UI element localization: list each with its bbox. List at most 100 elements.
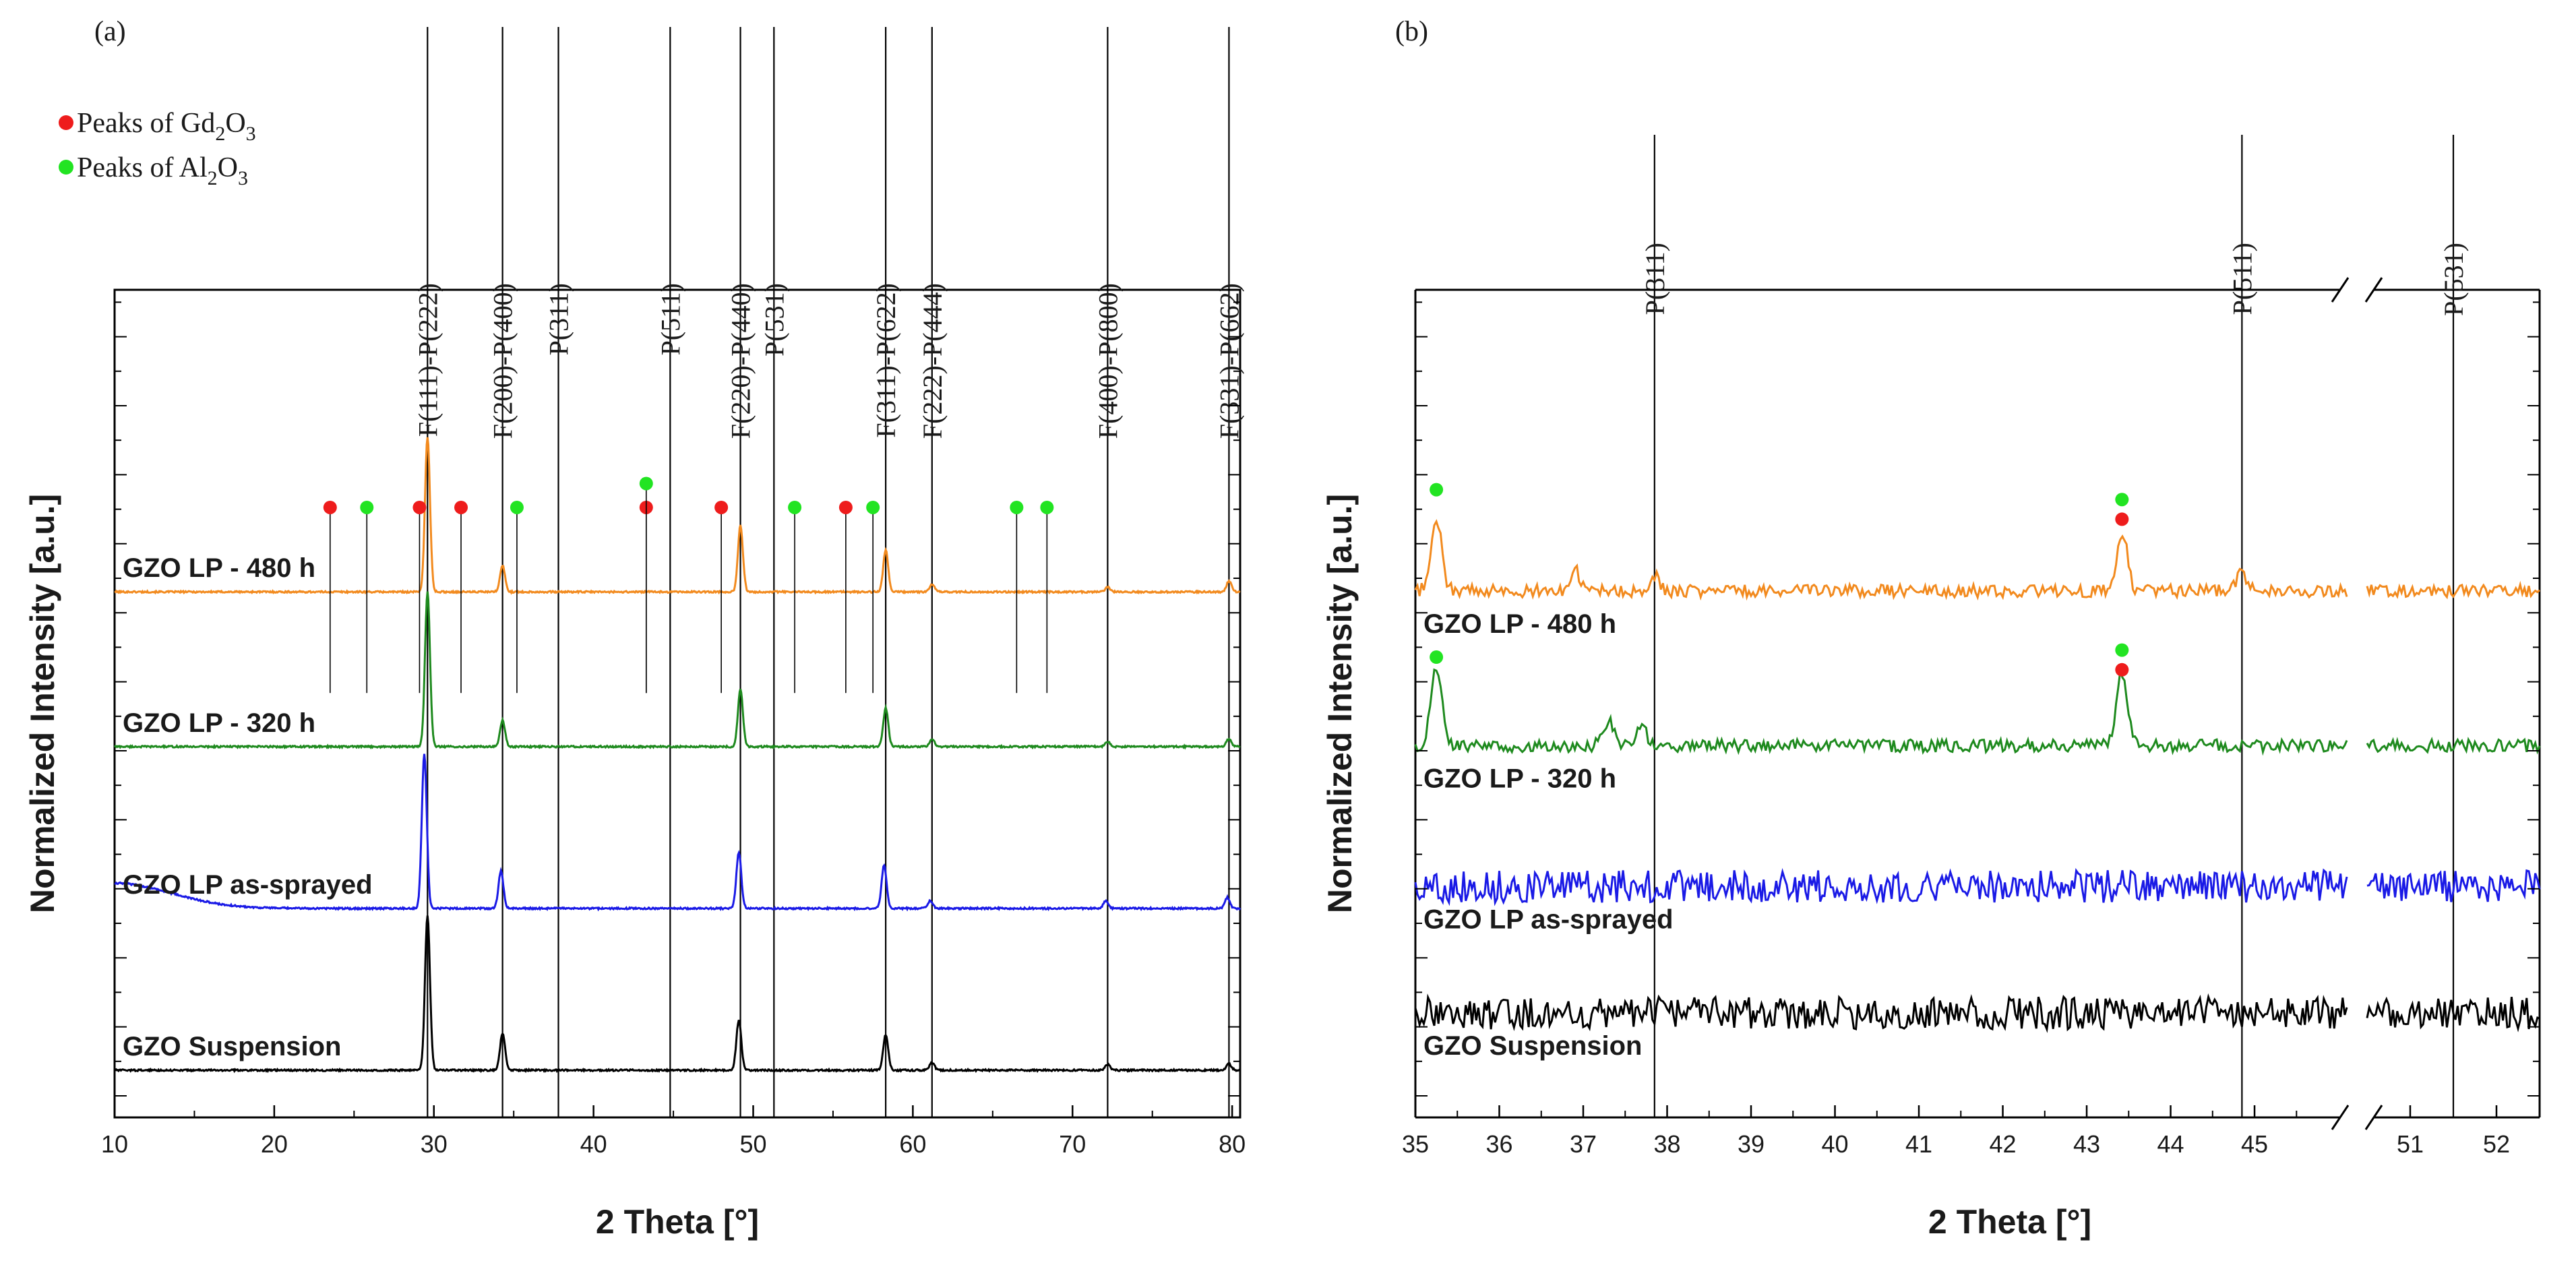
series-a-gzo-suspension (114, 915, 1241, 1074)
phase-marker-a-al2o3-1 (360, 500, 374, 514)
panel-a-series (113, 437, 1241, 1074)
panel-a-phase-markers (323, 476, 1054, 693)
panel-b-reference-lines (1653, 135, 2455, 1117)
panel-b-series-labels: GZO LP - 480 h GZO LP - 320 h GZO LP as-sp… (1423, 609, 1674, 1061)
series-label-a-gzo-lp-320-h: GZO LP - 320 h (123, 708, 315, 738)
x-tick-label-a-30: 30 (421, 1130, 448, 1158)
x-tick-label-a-50: 50 (739, 1130, 766, 1158)
panel-a-reference-labels: F(111)-P(222) F(200)-P(400) P(311) P(511) F(… (412, 283, 1244, 439)
axis-break-b-top-1 (2331, 277, 2350, 303)
series-label-b-gzo-suspension: GZO Suspension (1423, 1031, 1642, 1061)
phase-marker-a-al2o3-6 (639, 476, 653, 491)
series-b-gzo-lp-320-h-segment-2 (2366, 737, 2541, 755)
series-label-a-gzo-lp-480-h: GZO LP - 480 h (123, 553, 315, 583)
x-tick-label-a-80: 80 (1219, 1130, 1246, 1158)
phase-marker-a-al2o3-4 (510, 500, 524, 514)
phase-marker-a-gd2o3-3 (454, 500, 468, 514)
reference-label-b-p-511: P(511) (2227, 243, 2257, 315)
x-tick-label-b-51: 51 (2397, 1130, 2424, 1158)
series-a-gzo-lp-as-sprayed (114, 753, 1241, 912)
phase-marker-b-al2o3-4 (2115, 643, 2129, 657)
reference-label-a-p-511: P(511) (655, 283, 685, 355)
phase-marker-b-al2o3-0 (1430, 483, 1444, 497)
phase-marker-a-al2o3-11 (1010, 500, 1024, 514)
reference-label-b-p-531: P(531) (2439, 243, 2469, 316)
phase-marker-a-gd2o3-0 (323, 500, 337, 514)
x-tick-label-a-60: 60 (899, 1130, 926, 1158)
reference-label-b-p-311: P(311) (1640, 243, 1670, 315)
panel-b-tag: (b) (1395, 16, 1428, 47)
x-tick-label-b-36: 36 (1485, 1130, 1512, 1158)
axis-break-b-bottom-1 (2331, 1105, 2350, 1130)
phase-marker-a-gd2o3-2 (412, 500, 427, 514)
panel-a-y-axis-title: Normalized Intensity [a.u.] (24, 494, 61, 913)
phase-marker-b-al2o3-3 (1430, 650, 1444, 665)
panel-a-plot-frame (113, 288, 1241, 1119)
reference-label-a-f-400-p-800: F(400)-P(800) (1093, 283, 1123, 439)
x-tick-label-b-38: 38 (1653, 1130, 1680, 1158)
series-b-gzo-lp-as-sprayed-segment-1 (1414, 867, 2348, 906)
reference-label-a-p-531: P(531) (759, 283, 789, 357)
x-tick-label-b-52: 52 (2483, 1130, 2510, 1158)
series-b-gzo-suspension-segment-2 (2366, 996, 2540, 1032)
series-b-gzo-lp-480-h-segment-2 (2366, 580, 2540, 600)
panel-a-x-axis-title: 2 Theta [°] (596, 1203, 759, 1241)
axis-break-b-bottom-2 (2364, 1105, 2383, 1130)
panel-a: (a) F(111)-P(222) F(200)-P(400) P(311) P(51… (24, 16, 1246, 1241)
x-tick-label-b-35: 35 (1402, 1130, 1429, 1158)
phase-marker-b-gd2o3-2 (2115, 512, 2129, 526)
phase-marker-b-al2o3-1 (2115, 493, 2129, 507)
series-label-b-gzo-lp-320-h: GZO LP - 320 h (1423, 764, 1616, 794)
x-tick-label-a-70: 70 (1059, 1130, 1086, 1158)
legend-al-label: Peaks of Al2O3 (77, 152, 248, 189)
legend-al-marker (59, 160, 73, 175)
phase-marker-b-gd2o3-5 (2115, 662, 2129, 677)
panel-a-series-labels: GZO LP - 480 h GZO LP - 320 h GZO LP as-sp… (123, 553, 373, 1061)
panel-b-plot-frame (1414, 277, 2541, 1130)
x-tick-label-b-39: 39 (1738, 1130, 1765, 1158)
x-tick-label-b-41: 41 (1905, 1130, 1932, 1158)
x-tick-label-b-43: 43 (2073, 1130, 2100, 1158)
x-tick-label-b-42: 42 (1990, 1130, 2017, 1158)
legend-gd-label: Peaks of Gd2O3 (77, 108, 256, 145)
x-tick-label-b-45: 45 (2241, 1130, 2268, 1158)
series-a-gzo-lp-480-h (114, 437, 1241, 595)
series-b-gzo-lp-320-h-segment-1 (1414, 668, 2348, 756)
series-b-gzo-lp-as-sprayed-segment-2 (2366, 869, 2541, 902)
reference-label-a-f-111-p-222: F(111)-P(222) (412, 283, 443, 437)
panel-b-x-axis-title: 2 Theta [°] (1928, 1203, 2091, 1241)
phase-marker-a-gd2o3-9 (838, 500, 853, 514)
reference-label-a-f-331-p-662: F(331)-P(662) (1214, 283, 1244, 439)
x-tick-label-b-40: 40 (1821, 1130, 1848, 1158)
series-label-b-gzo-lp-as-sprayed: GZO LP as-sprayed (1423, 904, 1674, 934)
phase-legend: Peaks of Gd2O3 Peaks of Al2O3 (59, 108, 256, 189)
phase-marker-a-gd2o3-7 (714, 500, 729, 514)
panel-a-x-axis: 10 20 30 40 50 60 70 80 (101, 1105, 1246, 1158)
phase-marker-a-al2o3-12 (1040, 500, 1054, 514)
panel-b-y-axis (1415, 301, 2540, 1097)
phase-marker-a-al2o3-8 (788, 500, 802, 514)
panel-b-x-axis: 35 36 37 38 39 40 41 42 43 44 45 51 52 (1402, 1105, 2540, 1158)
x-tick-label-b-37: 37 (1570, 1130, 1597, 1158)
panel-a-reference-lines (427, 27, 1230, 1117)
x-tick-label-a-40: 40 (580, 1130, 607, 1158)
reference-label-a-f-200-p-400: F(200)-P(400) (488, 283, 518, 439)
panel-b-phase-markers (1430, 483, 2129, 677)
reference-label-a-f-222-p-444: F(222)-P(444) (917, 283, 948, 439)
series-label-a-gzo-lp-as-sprayed: GZO LP as-sprayed (123, 870, 373, 900)
panel-b-series (1414, 519, 2541, 1033)
legend-gd-marker (59, 115, 73, 130)
series-label-a-gzo-suspension: GZO Suspension (123, 1032, 341, 1061)
panel-b-reference-labels: P(311) P(511) P(531) (1640, 243, 2469, 316)
series-label-b-gzo-lp-480-h: GZO LP - 480 h (1423, 609, 1616, 639)
reference-label-a-p-311: P(311) (544, 283, 574, 355)
x-tick-label-a-20: 20 (261, 1130, 288, 1158)
x-tick-label-a-10: 10 (101, 1130, 128, 1158)
panel-a-tag: (a) (94, 16, 126, 47)
series-b-gzo-suspension-segment-1 (1414, 993, 2348, 1033)
reference-label-a-f-220-p-440: F(220)-P(440) (726, 283, 756, 439)
series-b-gzo-lp-480-h-segment-1 (1414, 519, 2348, 601)
axis-break-b-top-2 (2364, 277, 2383, 303)
